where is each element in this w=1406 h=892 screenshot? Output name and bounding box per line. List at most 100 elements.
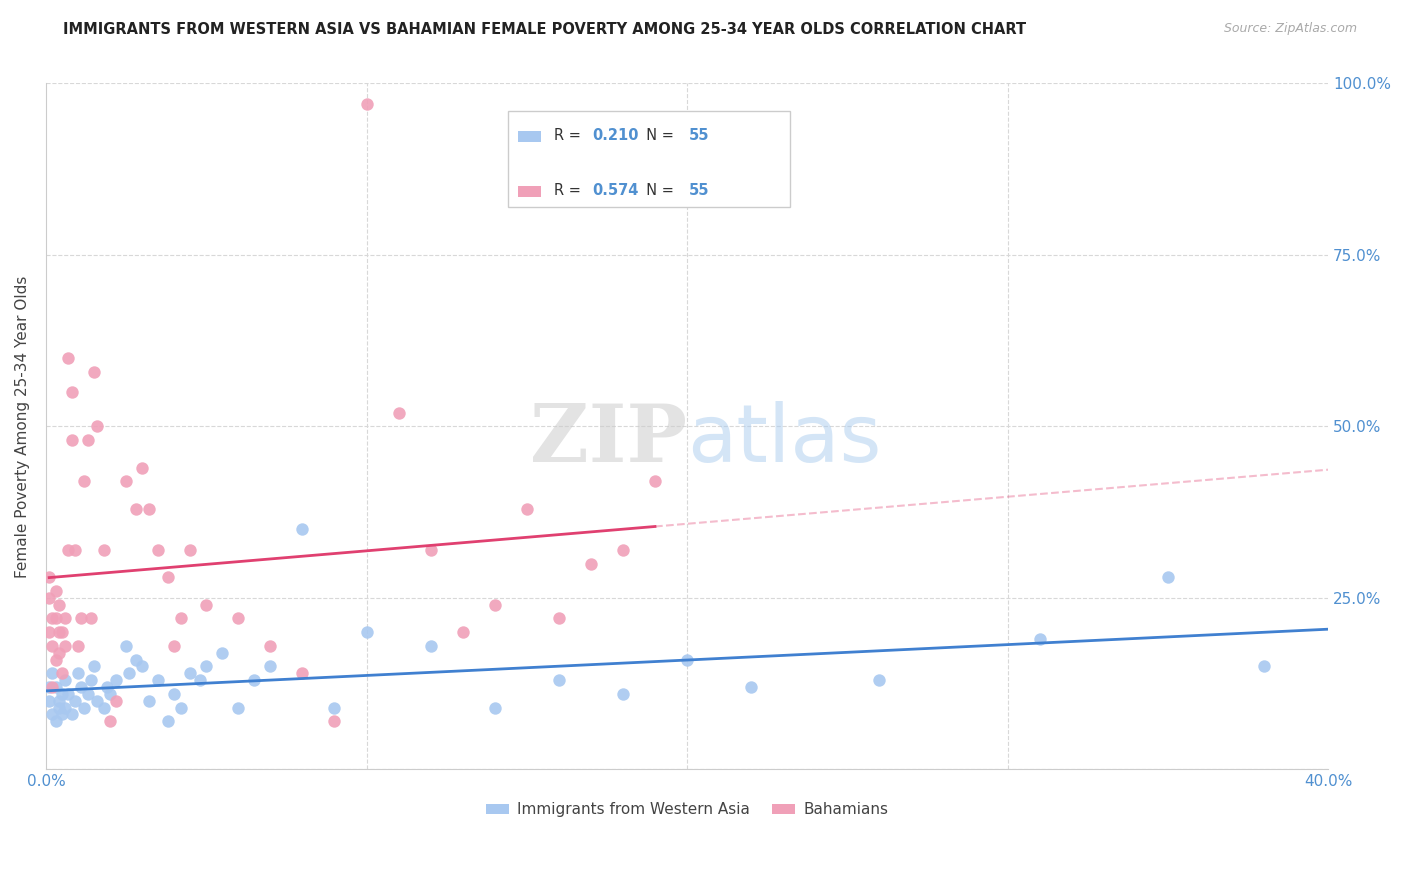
Point <box>41 611 63 625</box>
Point <box>125 652 148 666</box>
Point <box>259 659 281 673</box>
Point <box>73 475 96 489</box>
Point <box>169 700 191 714</box>
Point <box>38 570 60 584</box>
Point <box>98 687 121 701</box>
Point <box>58 542 80 557</box>
Point <box>73 700 96 714</box>
Point <box>612 687 634 701</box>
Point <box>118 666 141 681</box>
Text: 55: 55 <box>689 128 709 143</box>
Point <box>644 475 666 489</box>
Point <box>1028 632 1050 646</box>
Point <box>45 611 67 625</box>
Point <box>58 687 80 701</box>
Text: R =: R = <box>554 183 585 198</box>
Point <box>169 611 191 625</box>
Point <box>83 364 105 378</box>
Point <box>60 433 83 447</box>
Point <box>70 680 93 694</box>
Point <box>740 680 762 694</box>
Point <box>41 680 63 694</box>
Point <box>1157 570 1180 584</box>
Point <box>138 501 160 516</box>
Point <box>163 639 186 653</box>
Point <box>41 666 63 681</box>
Point <box>38 591 60 605</box>
FancyBboxPatch shape <box>517 131 541 143</box>
Point <box>138 694 160 708</box>
Point <box>48 598 70 612</box>
Point <box>579 557 602 571</box>
Point <box>38 694 60 708</box>
Text: N =: N = <box>637 183 679 198</box>
Point <box>63 694 86 708</box>
Point <box>115 639 138 653</box>
FancyBboxPatch shape <box>508 111 790 207</box>
Point <box>1253 659 1275 673</box>
Point <box>51 687 73 701</box>
Point <box>45 652 67 666</box>
Point <box>291 666 314 681</box>
Point <box>66 639 89 653</box>
Point <box>195 598 218 612</box>
Text: R =: R = <box>554 128 585 143</box>
Point <box>38 680 60 694</box>
Point <box>419 542 441 557</box>
Point <box>58 351 80 365</box>
Point <box>419 639 441 653</box>
Point <box>179 542 201 557</box>
Point <box>356 625 378 640</box>
Point <box>179 666 201 681</box>
Legend: Immigrants from Western Asia, Bahamians: Immigrants from Western Asia, Bahamians <box>479 797 894 823</box>
Point <box>387 406 409 420</box>
Point <box>547 611 569 625</box>
Point <box>80 673 103 687</box>
Point <box>51 666 73 681</box>
Point <box>83 659 105 673</box>
Point <box>451 625 474 640</box>
Point <box>188 673 211 687</box>
Text: Source: ZipAtlas.com: Source: ZipAtlas.com <box>1223 22 1357 36</box>
Point <box>96 680 118 694</box>
Point <box>48 694 70 708</box>
Point <box>45 680 67 694</box>
Point <box>60 385 83 400</box>
Point <box>53 673 76 687</box>
Point <box>93 700 115 714</box>
Point <box>115 475 138 489</box>
Text: 0.574: 0.574 <box>592 183 638 198</box>
Point <box>547 673 569 687</box>
Point <box>48 700 70 714</box>
Point <box>612 542 634 557</box>
Point <box>125 501 148 516</box>
Point <box>63 542 86 557</box>
Point <box>48 646 70 660</box>
Point <box>70 611 93 625</box>
FancyBboxPatch shape <box>517 186 541 197</box>
Point <box>53 611 76 625</box>
Point <box>211 646 233 660</box>
Point <box>76 433 98 447</box>
Point <box>45 584 67 599</box>
Point <box>38 625 60 640</box>
Point <box>676 652 699 666</box>
Point <box>98 714 121 729</box>
Point <box>226 700 249 714</box>
Text: ZIP: ZIP <box>530 401 688 479</box>
Point <box>323 714 346 729</box>
Point <box>66 666 89 681</box>
Text: 55: 55 <box>689 183 709 198</box>
Point <box>86 694 108 708</box>
Text: atlas: atlas <box>688 401 882 479</box>
Point <box>105 694 128 708</box>
Point <box>60 707 83 722</box>
Point <box>76 687 98 701</box>
Point <box>105 673 128 687</box>
Point <box>41 707 63 722</box>
Point <box>243 673 266 687</box>
Point <box>868 673 890 687</box>
Point <box>53 700 76 714</box>
Point <box>226 611 249 625</box>
Point <box>51 625 73 640</box>
